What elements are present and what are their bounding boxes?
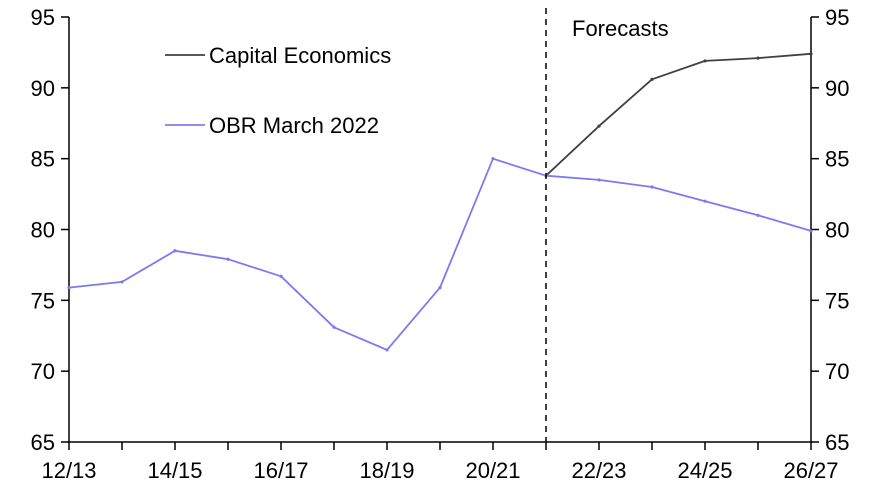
series-line-capital-economics bbox=[545, 52, 812, 177]
data-point-obr-march-2022 bbox=[332, 325, 336, 329]
y-tick-label-right: 70 bbox=[825, 359, 849, 384]
legend-label-capital-economics: Capital Economics bbox=[209, 43, 391, 68]
data-point-obr-march-2022 bbox=[173, 249, 177, 253]
y-tick-label-left: 90 bbox=[31, 76, 55, 101]
y-tick-label-right: 95 bbox=[825, 5, 849, 30]
series-lines bbox=[67, 52, 813, 352]
data-point-obr-march-2022 bbox=[809, 229, 813, 233]
data-point-obr-march-2022 bbox=[491, 157, 495, 161]
legend-label-obr-march-2022: OBR March 2022 bbox=[209, 113, 379, 138]
annotations: Forecasts bbox=[545, 8, 669, 442]
x-tick-label: 14/15 bbox=[147, 458, 202, 483]
y-tick-label-left: 85 bbox=[31, 147, 55, 172]
series-line-obr-march-2022 bbox=[68, 157, 812, 351]
y-tick-label-right: 75 bbox=[825, 288, 849, 313]
y-tick-label-left: 65 bbox=[31, 430, 55, 455]
data-point-capital-economics bbox=[597, 124, 601, 128]
data-point-obr-march-2022 bbox=[438, 285, 442, 290]
data-point-capital-economics bbox=[756, 56, 760, 60]
x-tick-label: 20/21 bbox=[465, 458, 520, 483]
legend: Capital Economics OBR March 2022 bbox=[165, 43, 391, 138]
y-tick-label-right: 90 bbox=[825, 76, 849, 101]
data-point-obr-march-2022 bbox=[703, 199, 707, 203]
data-point-obr-march-2022 bbox=[385, 348, 389, 352]
data-point-obr-march-2022 bbox=[650, 185, 654, 189]
data-point-obr-march-2022 bbox=[226, 257, 230, 261]
y-tick-label-right: 85 bbox=[825, 147, 849, 172]
axes: 65 65 70 70 75 75 80 80 85 85 90 90 95 95 12/13 14/15 16… bbox=[31, 5, 850, 483]
data-point-capital-economics bbox=[650, 77, 654, 81]
y-tick-label-left: 75 bbox=[31, 288, 55, 313]
data-point-capital-economics bbox=[703, 59, 707, 63]
y-tick-label-left: 80 bbox=[31, 218, 55, 243]
x-tick-label: 26/27 bbox=[783, 458, 838, 483]
data-point-obr-march-2022 bbox=[756, 213, 760, 217]
y-tick-label-left: 95 bbox=[31, 5, 55, 30]
y-tick-label-right: 65 bbox=[825, 430, 849, 455]
x-tick-label: 22/23 bbox=[571, 458, 626, 483]
data-point-obr-march-2022 bbox=[67, 285, 71, 290]
x-tick-label: 18/19 bbox=[359, 458, 414, 483]
forecasts-label: Forecasts bbox=[572, 16, 669, 41]
data-point-capital-economics bbox=[809, 52, 813, 56]
x-tick-label: 12/13 bbox=[41, 458, 96, 483]
y-tick-label-left: 70 bbox=[31, 359, 55, 384]
data-point-obr-march-2022 bbox=[279, 274, 283, 278]
data-point-obr-march-2022 bbox=[120, 280, 124, 284]
data-point-obr-march-2022 bbox=[597, 178, 601, 182]
x-tick-label: 24/25 bbox=[677, 458, 732, 483]
y-tick-label-right: 80 bbox=[825, 218, 849, 243]
x-tick-label: 16/17 bbox=[253, 458, 308, 483]
